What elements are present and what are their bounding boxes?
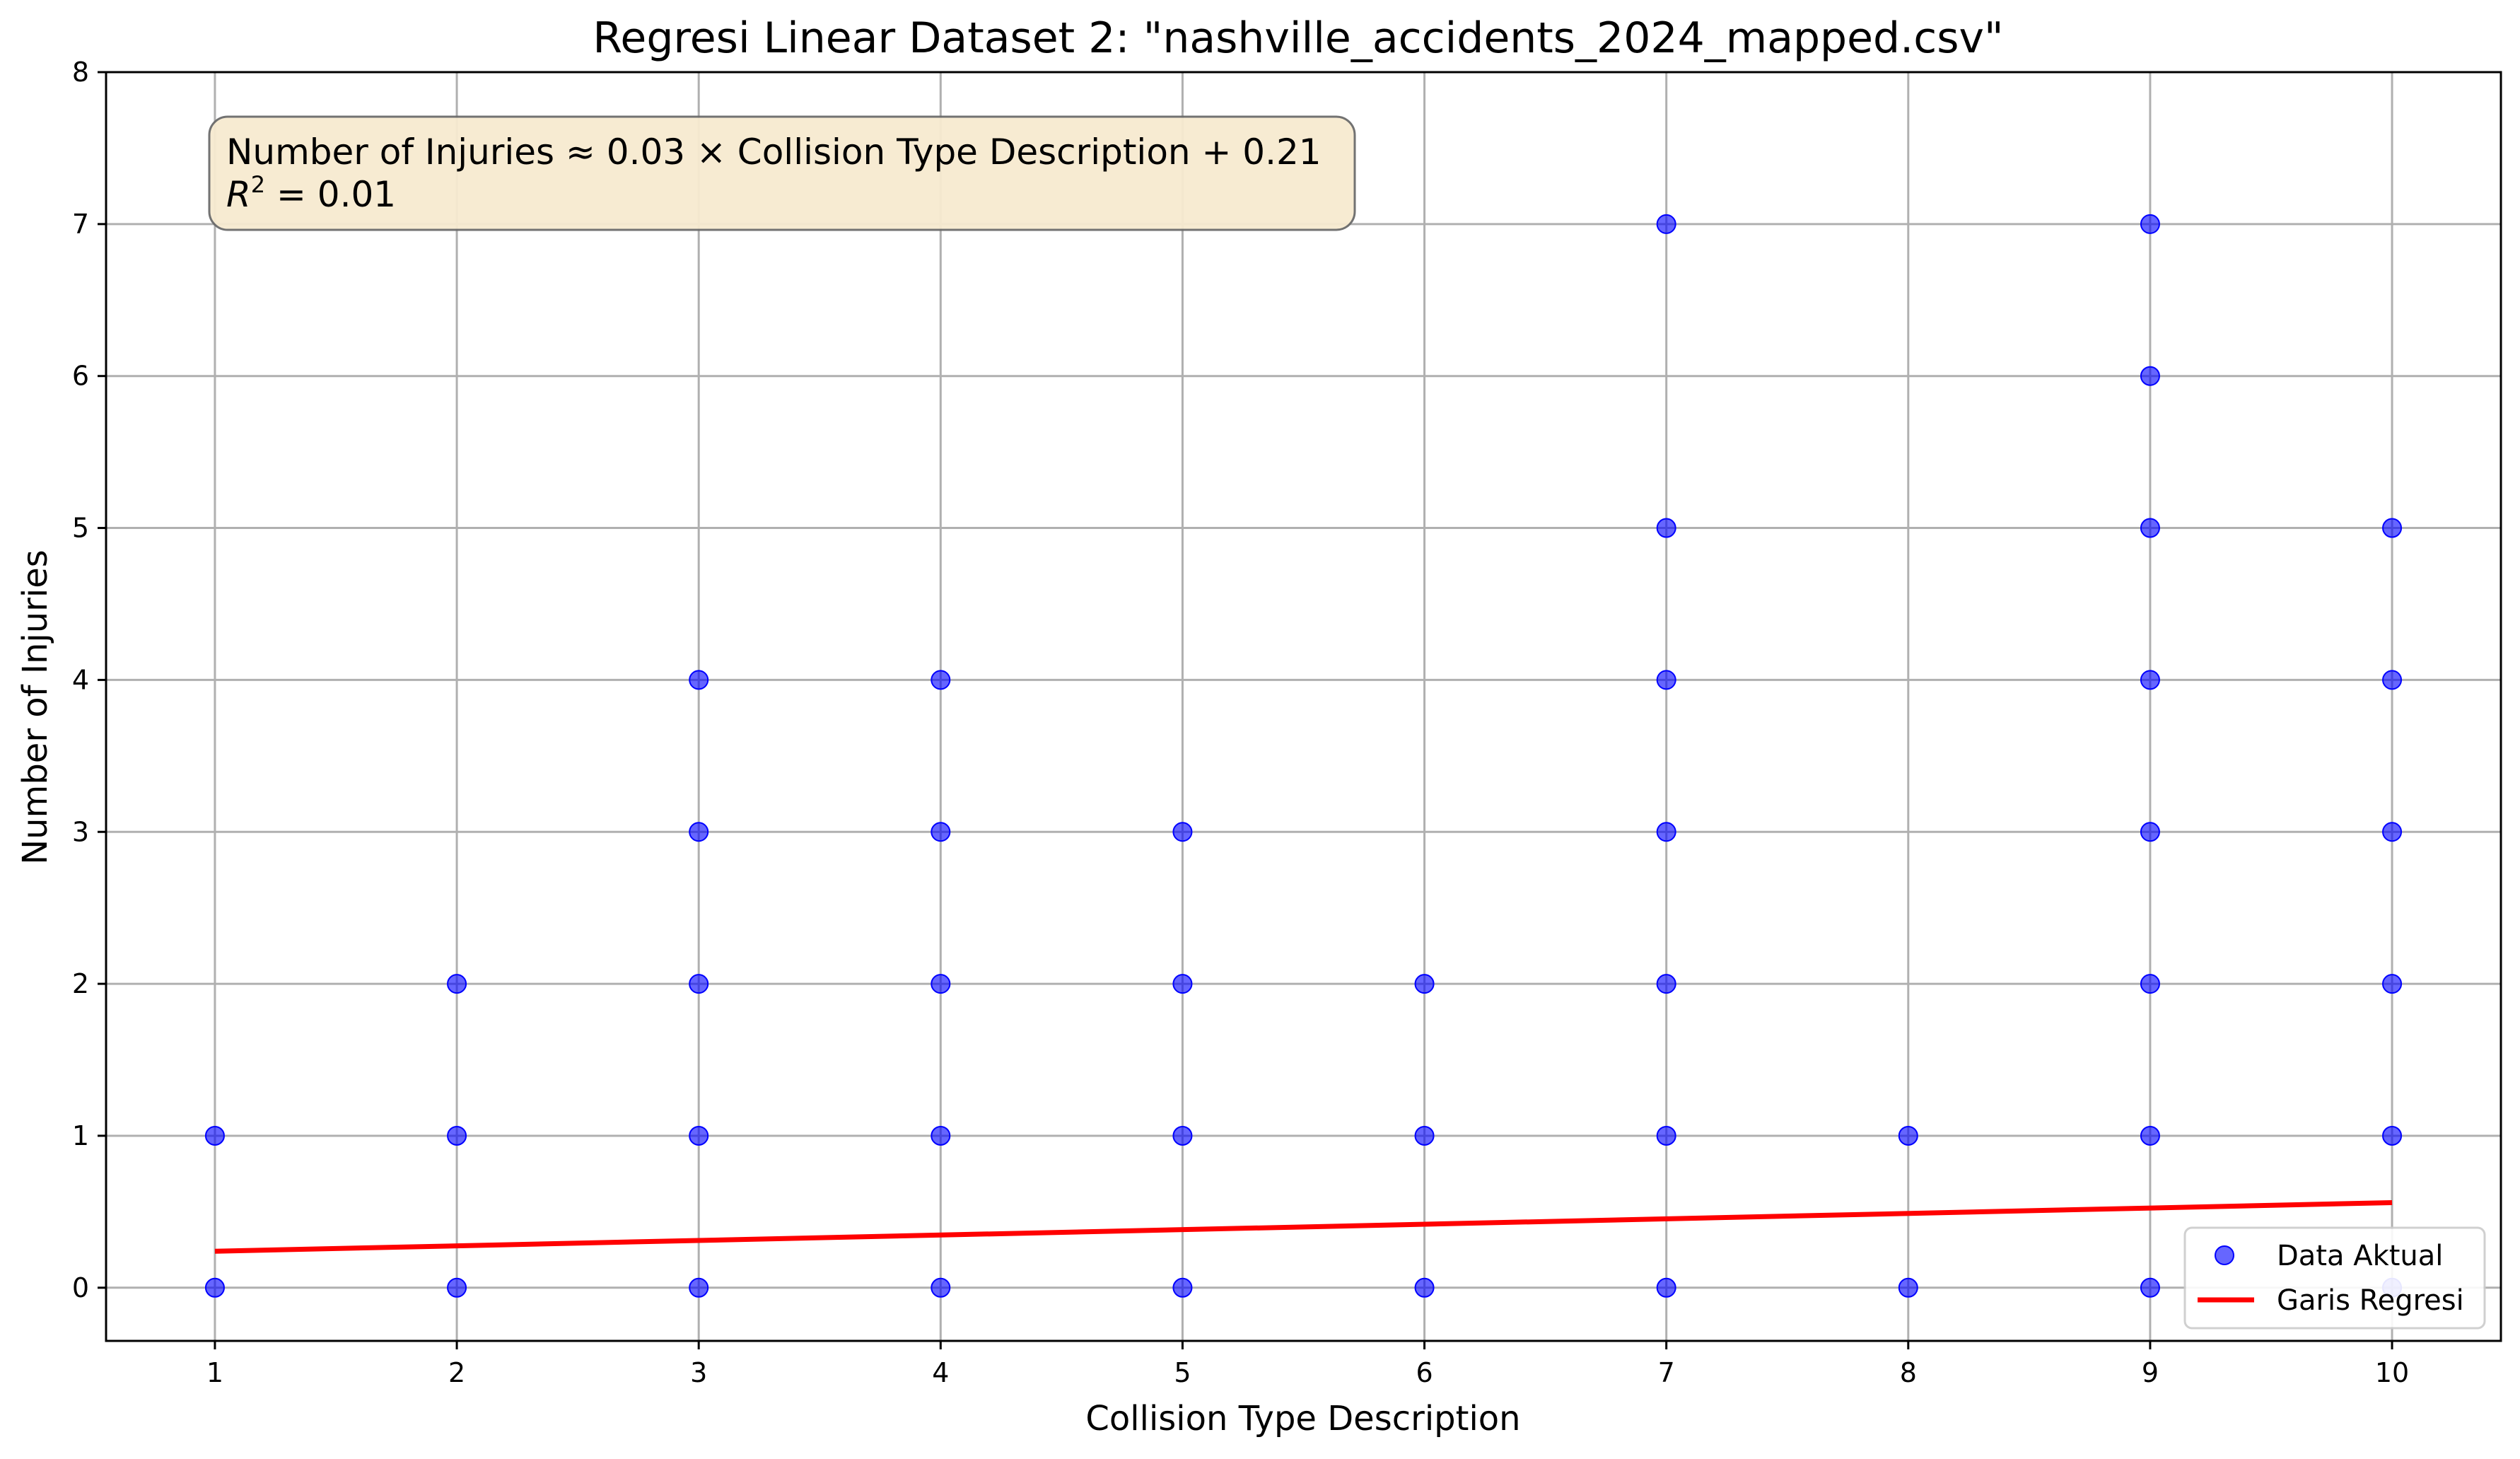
r-squared-text: R2 = 0.01: [226, 171, 396, 215]
legend: Data Aktual Garis Regresi: [2183, 1226, 2486, 1330]
scatter-point: [1656, 1277, 1676, 1298]
scatter-point: [1656, 974, 1676, 994]
plot-area-frame: [105, 71, 2502, 1342]
scatter-point: [931, 822, 951, 842]
scatter-point: [931, 1125, 951, 1146]
legend-label-data: Data Aktual: [2277, 1240, 2443, 1272]
scatter-point: [1172, 1125, 1193, 1146]
scatter-point: [689, 670, 709, 690]
annotation-box: [208, 115, 1356, 231]
scatter-point: [1414, 1125, 1435, 1146]
y-tick-label: 3: [72, 816, 89, 847]
scatter-point: [2140, 822, 2160, 842]
scatter-point: [2140, 974, 2160, 994]
scatter-point: [1656, 518, 1676, 538]
y-tick-label: 8: [72, 57, 89, 88]
scatter-point: [1656, 822, 1676, 842]
y-tick-label: 1: [72, 1120, 89, 1151]
scatter-point: [2140, 366, 2160, 386]
scatter-point: [1414, 974, 1435, 994]
scatter-point: [1656, 670, 1676, 690]
scatter-point: [2140, 214, 2160, 234]
r-squared-symbol: R: [226, 174, 251, 215]
scatter-point: [204, 1277, 225, 1298]
y-tick-label: 2: [72, 968, 89, 999]
grid-lines: [106, 71, 2501, 1341]
scatter-point: [2140, 1277, 2160, 1298]
regression-line: [214, 1199, 2393, 1254]
scatter-point: [2382, 822, 2403, 842]
scatter-point: [447, 1125, 467, 1146]
regression-equation: Number of Injuries ≈ 0.03 × Collision Ty…: [226, 132, 1322, 173]
x-tick-label: 1: [206, 1357, 223, 1388]
legend-box: [2183, 1226, 2486, 1330]
y-tick-label: 0: [72, 1272, 89, 1303]
x-tick-label: 7: [1658, 1357, 1675, 1388]
x-tick-label: 10: [2375, 1357, 2409, 1388]
y-tick-label: 7: [72, 209, 89, 240]
scatter-point: [931, 974, 951, 994]
equation-annotation: Number of Injuries ≈ 0.03 × Collision Ty…: [208, 115, 1356, 231]
x-tick-label: 8: [1900, 1357, 1917, 1388]
scatter-point: [2140, 518, 2160, 538]
scatter-point: [2140, 1125, 2160, 1146]
y-axis-ticks: 0 1 2 3 4 5 6 7 8: [72, 57, 106, 1303]
scatter-point: [2382, 974, 2403, 994]
scatter-point: [689, 1125, 709, 1146]
scatter-point: [1172, 1277, 1193, 1298]
x-tick-label: 4: [932, 1357, 949, 1388]
x-axis-label: Collision Type Description: [1085, 1399, 1520, 1438]
scatter-point: [931, 670, 951, 690]
scatter-point: [2382, 1125, 2403, 1146]
scatter-point: [2140, 670, 2160, 690]
y-axis-label: Number of Injuries: [16, 550, 55, 865]
x-tick-label: 2: [448, 1357, 465, 1388]
y-tick-label: 4: [72, 664, 89, 695]
x-tick-label: 6: [1416, 1357, 1433, 1388]
scatter-point: [204, 1125, 225, 1146]
scatter-point: [447, 974, 467, 994]
y-tick-label: 6: [72, 361, 89, 392]
chart-title: Regresi Linear Dataset 2: "nashville_acc…: [593, 13, 2003, 63]
scatter-point: [689, 822, 709, 842]
x-axis-ticks: 1 2 3 4 5 6 7 8 9 10: [206, 1341, 2409, 1388]
regression-line-group: [214, 1199, 2393, 1254]
x-tick-label: 5: [1174, 1357, 1191, 1388]
scatter-point: [2382, 670, 2403, 690]
scatter-point: [1898, 1125, 1918, 1146]
scatter-point: [447, 1277, 467, 1298]
legend-scatter-marker: [2215, 1245, 2234, 1265]
scatter-point: [1656, 1125, 1676, 1146]
scatter-point: [1172, 822, 1193, 842]
scatter-point: [2382, 518, 2403, 538]
scatter-point: [1898, 1277, 1918, 1298]
legend-label-regression: Garis Regresi: [2277, 1284, 2464, 1317]
x-tick-label: 3: [690, 1357, 707, 1388]
scatter-point: [1172, 974, 1193, 994]
scatter-point: [1414, 1277, 1435, 1298]
scatter-points: [204, 214, 2403, 1298]
y-tick-label: 5: [72, 513, 89, 544]
scatter-point: [1656, 214, 1676, 234]
r-squared-exponent: 2: [251, 171, 265, 198]
r-squared-value: = 0.01: [265, 174, 396, 215]
scatter-point: [689, 974, 709, 994]
scatter-point: [689, 1277, 709, 1298]
x-tick-label: 9: [2142, 1357, 2159, 1388]
scatter-point: [931, 1277, 951, 1298]
